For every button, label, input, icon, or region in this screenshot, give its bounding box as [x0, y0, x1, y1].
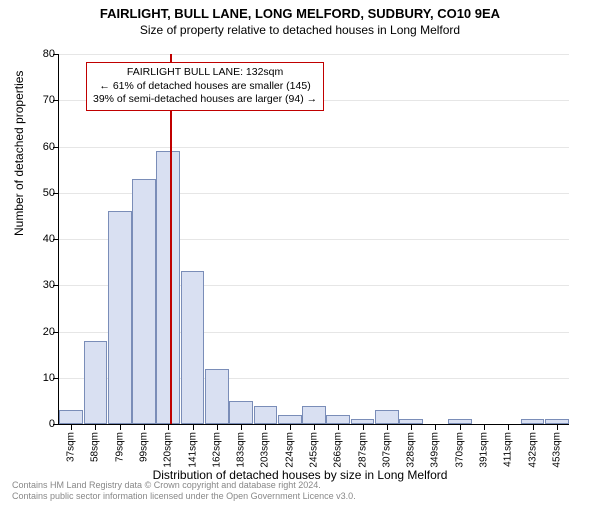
x-tick-label: 453sqm — [551, 432, 562, 468]
y-tick-label: 40 — [25, 233, 55, 245]
x-tick — [265, 424, 266, 430]
x-tick — [144, 424, 145, 430]
chart-area: 0102030405060708037sqm58sqm79sqm99sqm120… — [58, 54, 568, 424]
x-tick-label: 349sqm — [430, 432, 441, 468]
x-tick — [217, 424, 218, 430]
x-tick-label: 307sqm — [381, 432, 392, 468]
x-tick — [314, 424, 315, 430]
y-tick-label: 80 — [25, 48, 55, 60]
histogram-bar — [156, 151, 180, 424]
x-tick — [460, 424, 461, 430]
x-tick — [168, 424, 169, 430]
x-tick-label: 99sqm — [139, 432, 150, 462]
annotation-line-3: 39% of semi-detached houses are larger (… — [93, 93, 317, 107]
y-tick-label: 30 — [25, 279, 55, 291]
x-tick-label: 287sqm — [357, 432, 368, 468]
x-tick-label: 203sqm — [260, 432, 271, 468]
histogram-bar — [229, 401, 253, 424]
histogram-bar — [181, 271, 205, 424]
y-tick-label: 50 — [25, 187, 55, 199]
x-tick-label: 411sqm — [503, 432, 514, 467]
y-axis-label: Number of detached properties — [12, 71, 26, 236]
y-tick-label: 0 — [25, 418, 55, 430]
x-tick — [508, 424, 509, 430]
x-tick — [387, 424, 388, 430]
x-tick — [411, 424, 412, 430]
x-tick — [533, 424, 534, 430]
x-tick — [120, 424, 121, 430]
x-tick-label: 432sqm — [527, 432, 538, 468]
x-tick-label: 391sqm — [479, 432, 490, 468]
y-tick-label: 10 — [25, 372, 55, 384]
histogram-bar — [254, 406, 278, 425]
histogram-bar — [108, 211, 132, 424]
x-tick-label: 370sqm — [454, 432, 465, 468]
x-tick-label: 266sqm — [333, 432, 344, 468]
annotation-line-1: FAIRLIGHT BULL LANE: 132sqm — [93, 66, 317, 80]
x-tick-label: 224sqm — [284, 432, 295, 468]
footer-line-2: Contains public sector information licen… — [12, 491, 356, 502]
x-tick-label: 79sqm — [114, 432, 125, 462]
x-tick — [71, 424, 72, 430]
x-tick — [95, 424, 96, 430]
x-tick — [290, 424, 291, 430]
y-tick-label: 60 — [25, 141, 55, 153]
gridline — [59, 54, 569, 55]
histogram-bar — [278, 415, 302, 424]
histogram-bar — [375, 410, 399, 424]
annotation-box: FAIRLIGHT BULL LANE: 132sqm ← 61% of det… — [86, 62, 324, 111]
x-tick-label: 328sqm — [406, 432, 417, 468]
x-tick-label: 120sqm — [163, 432, 174, 468]
gridline — [59, 147, 569, 148]
histogram-bar — [132, 179, 156, 424]
x-tick-label: 183sqm — [236, 432, 247, 468]
x-tick — [193, 424, 194, 430]
annotation-line-2: ← 61% of detached houses are smaller (14… — [93, 80, 317, 94]
x-tick — [435, 424, 436, 430]
y-tick-label: 70 — [25, 94, 55, 106]
x-tick — [363, 424, 364, 430]
x-tick-label: 162sqm — [211, 432, 222, 468]
y-tick-label: 20 — [25, 326, 55, 338]
footer-credits: Contains HM Land Registry data © Crown c… — [12, 480, 356, 502]
x-tick-label: 58sqm — [90, 432, 101, 462]
x-tick — [338, 424, 339, 430]
histogram-bar — [302, 406, 326, 425]
chart-title: FAIRLIGHT, BULL LANE, LONG MELFORD, SUDB… — [0, 6, 600, 21]
footer-line-1: Contains HM Land Registry data © Crown c… — [12, 480, 356, 491]
histogram-bar — [84, 341, 108, 424]
x-tick — [557, 424, 558, 430]
histogram-bar — [326, 415, 350, 424]
chart-subtitle: Size of property relative to detached ho… — [0, 23, 600, 37]
x-tick — [241, 424, 242, 430]
x-tick-label: 245sqm — [309, 432, 320, 468]
x-tick-label: 141sqm — [187, 432, 198, 468]
histogram-bar — [205, 369, 229, 425]
histogram-bar — [59, 410, 83, 424]
x-tick-label: 37sqm — [66, 432, 77, 462]
x-tick — [484, 424, 485, 430]
